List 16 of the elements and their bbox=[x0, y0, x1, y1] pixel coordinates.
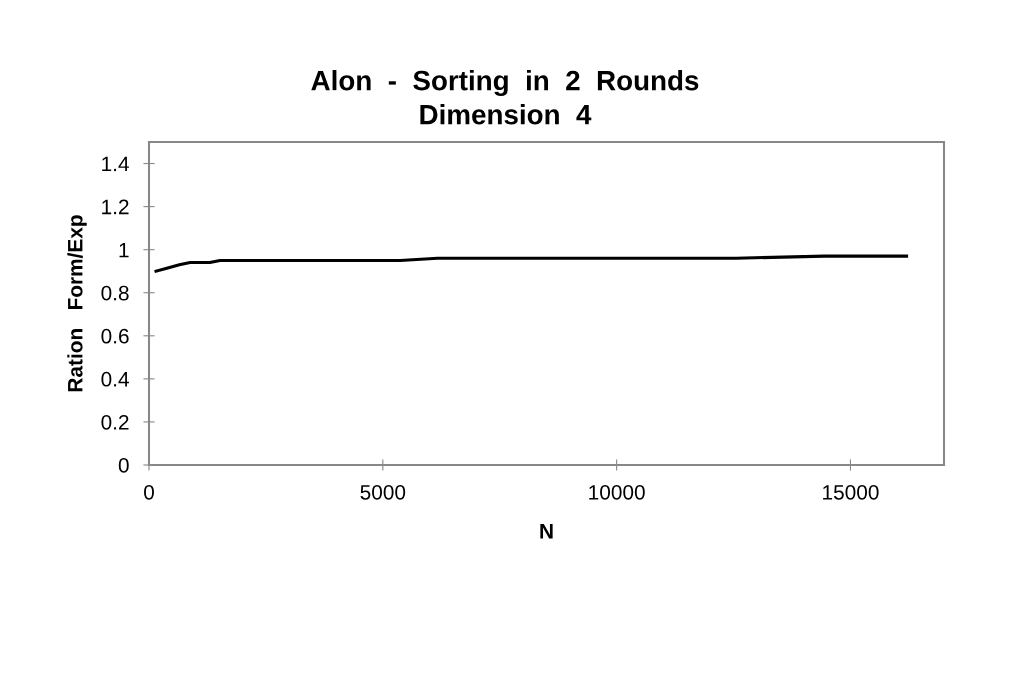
y-axis-title: Ration Form/Exp bbox=[67, 215, 87, 392]
y-tick-label: 1 bbox=[119, 242, 129, 258]
y-tick-label: 0 bbox=[118, 458, 129, 473]
y-tick-label: 0.4 bbox=[101, 371, 129, 387]
x-tick-label: 10000 bbox=[589, 484, 645, 500]
y-tick-label: 0.8 bbox=[101, 285, 129, 301]
x-tick-label: 15000 bbox=[823, 484, 879, 500]
y-tick-label: 0.2 bbox=[101, 414, 129, 430]
line-series bbox=[154, 254, 909, 273]
x-tick-label: 0 bbox=[144, 484, 154, 500]
x-axis-title: N bbox=[540, 524, 553, 539]
y-tick-label: 1.2 bbox=[102, 199, 129, 215]
y-tick-label: 1.4 bbox=[102, 156, 129, 172]
x-tick-label: 5000 bbox=[360, 484, 406, 500]
y-tick-label: 0.6 bbox=[101, 328, 129, 344]
chart-title: Alon - Sorting in 2 Rounds Dimension 4 bbox=[311, 70, 699, 125]
